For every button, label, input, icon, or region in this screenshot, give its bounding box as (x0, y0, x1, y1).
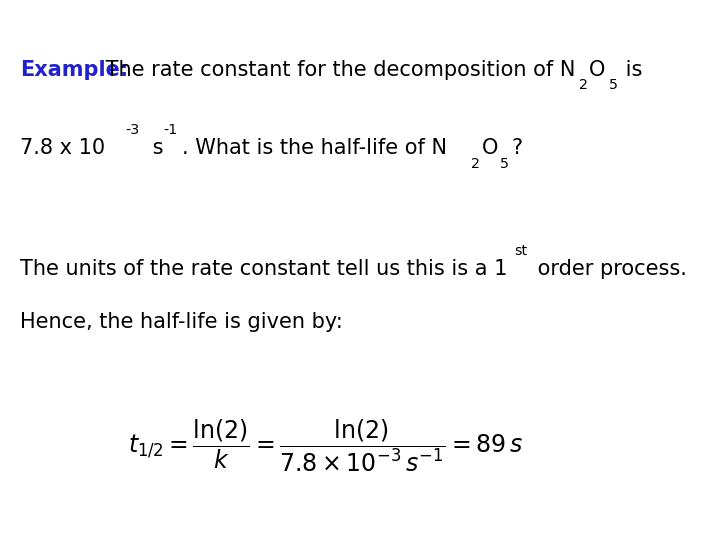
Text: Example:: Example: (20, 59, 129, 79)
Text: is: is (619, 59, 642, 79)
Text: O: O (482, 138, 498, 158)
Text: The units of the rate constant tell us this is a 1: The units of the rate constant tell us t… (20, 260, 508, 280)
Text: ?: ? (511, 138, 522, 158)
Text: $t_{1/2} = \dfrac{\ln(2)}{k} = \dfrac{\ln(2)}{7.8 \times 10^{-3}\, s^{-1}} = 89\: $t_{1/2} = \dfrac{\ln(2)}{k} = \dfrac{\l… (128, 417, 523, 474)
Text: s: s (146, 138, 164, 158)
Text: O: O (589, 59, 605, 79)
Text: 5: 5 (500, 157, 509, 171)
Text: Hence, the half-life is given by:: Hence, the half-life is given by: (20, 312, 343, 332)
Text: The rate constant for the decomposition of N: The rate constant for the decomposition … (99, 59, 576, 79)
Text: order process.: order process. (531, 260, 688, 280)
Text: 2: 2 (579, 78, 588, 92)
Text: -1: -1 (163, 123, 177, 137)
Text: 5: 5 (609, 78, 618, 92)
Text: 2: 2 (472, 157, 480, 171)
Text: . What is the half-life of N: . What is the half-life of N (182, 138, 447, 158)
Text: -3: -3 (125, 123, 139, 137)
Text: 7.8 x 10: 7.8 x 10 (20, 138, 106, 158)
Text: st: st (514, 244, 527, 258)
